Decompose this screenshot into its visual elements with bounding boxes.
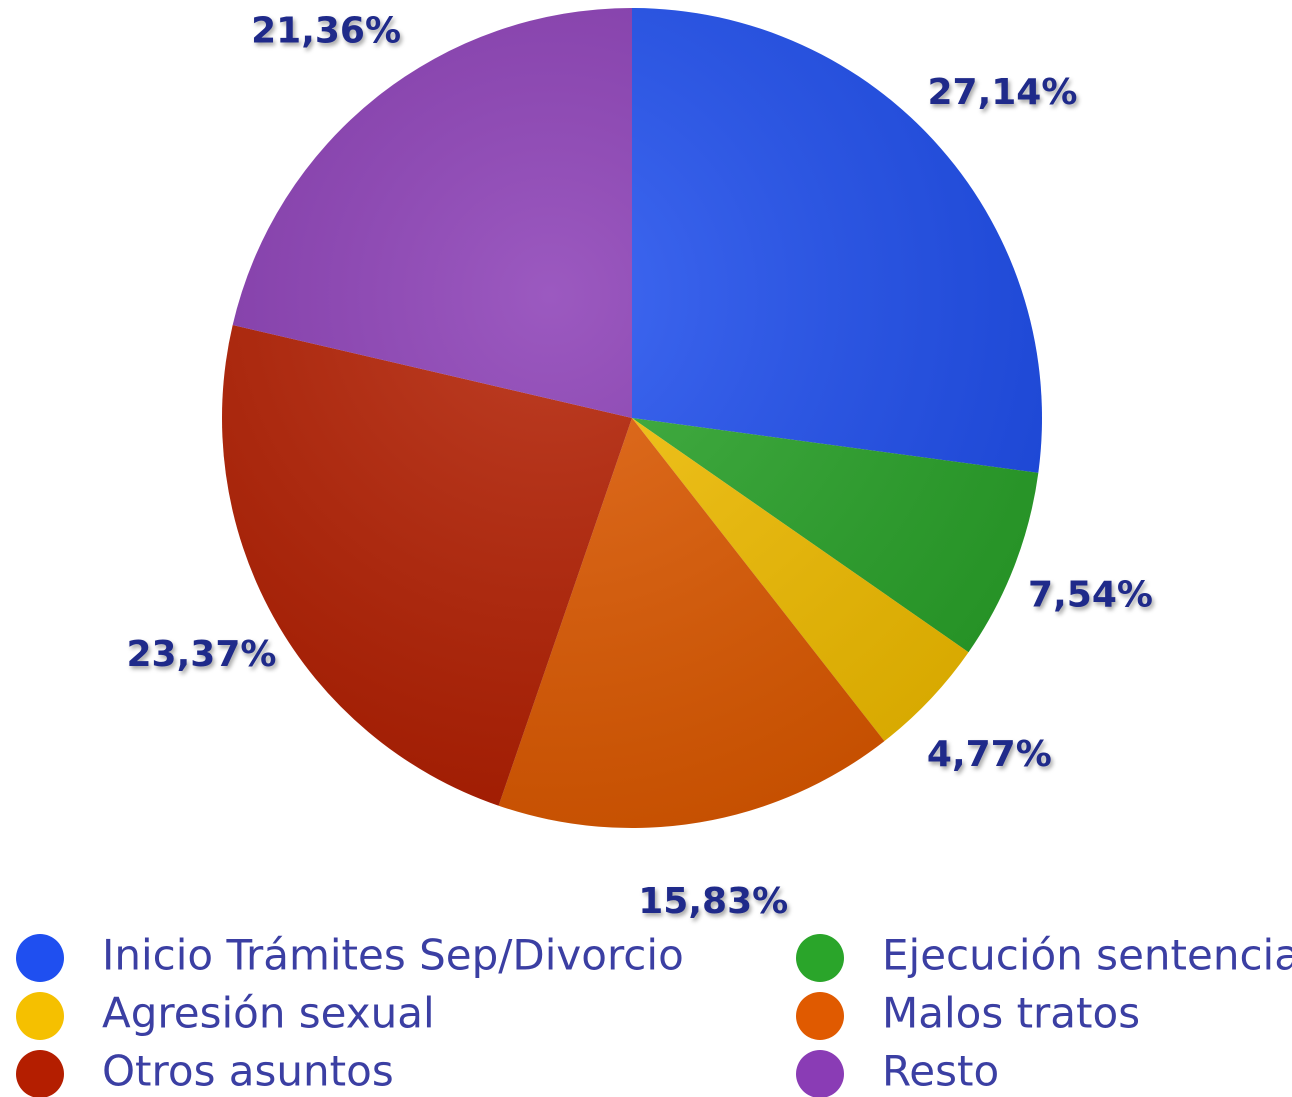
legend-swatch [16, 992, 64, 1040]
legend-label: Agresión sexual [102, 989, 435, 1038]
legend-swatch [796, 934, 844, 982]
value-label: 15,83% [638, 881, 788, 922]
value-label: 23,37% [127, 634, 277, 675]
legend-swatch [796, 992, 844, 1040]
legend-label: Malos tratos [882, 989, 1140, 1038]
value-label: 27,14% [927, 72, 1077, 113]
value-label: 7,54% [1028, 574, 1153, 615]
legend-label: Ejecución sentencia [882, 931, 1292, 980]
pie [222, 8, 1042, 828]
legend-swatch [16, 934, 64, 982]
value-label: 4,77% [927, 734, 1052, 775]
legend-swatch [796, 1050, 844, 1097]
legend-label: Otros asuntos [102, 1047, 394, 1096]
legend-label: Resto [882, 1047, 999, 1096]
legend-label: Inicio Trámites Sep/Divorcio [102, 931, 684, 980]
legend-swatch [16, 1050, 64, 1097]
value-label: 21,36% [251, 11, 401, 52]
